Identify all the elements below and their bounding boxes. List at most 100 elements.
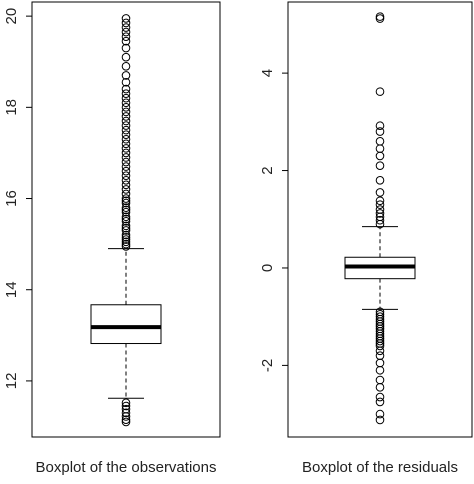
outlier (375, 144, 385, 153)
outlier (121, 134, 131, 144)
outlier (375, 346, 385, 356)
y-tick-label: 2 (259, 166, 276, 174)
outlier (375, 200, 385, 209)
outlier (375, 196, 385, 206)
outlier (121, 52, 131, 62)
outlier (121, 121, 131, 130)
outlier (121, 207, 131, 217)
outlier (121, 180, 131, 190)
outlier (121, 89, 131, 98)
outlier (121, 107, 131, 117)
outlier (121, 232, 131, 242)
outlier (121, 139, 131, 149)
outlier (121, 401, 131, 411)
outlier (375, 87, 385, 96)
outlier (121, 103, 131, 112)
outlier (121, 27, 131, 37)
outlier (121, 148, 131, 158)
x-axis-label: Boxplot of the residuals (302, 459, 458, 476)
outlier (375, 121, 385, 131)
outlier (121, 157, 131, 167)
outlier (121, 408, 131, 418)
outlier (121, 71, 131, 80)
outlier (121, 130, 131, 139)
outlier (121, 61, 131, 71)
y-tick-label: 20 (3, 8, 20, 25)
outlier (121, 18, 131, 28)
outlier (121, 214, 131, 224)
outlier (375, 12, 385, 21)
outlier (121, 417, 131, 427)
outlier (375, 383, 385, 392)
outlier (121, 77, 131, 87)
outlier (121, 36, 131, 46)
outlier (121, 14, 131, 23)
outlier (121, 166, 131, 176)
outlier (121, 196, 131, 206)
outlier (121, 162, 131, 171)
outlier (121, 116, 131, 126)
outlier (375, 188, 385, 197)
outlier (121, 235, 131, 244)
outlier (375, 151, 385, 161)
outlier (121, 153, 131, 162)
outlier (375, 336, 385, 346)
y-tick-label: 16 (3, 190, 20, 207)
box (90, 304, 162, 345)
outlier (375, 175, 385, 185)
outlier (121, 198, 131, 208)
outlier (375, 341, 385, 351)
outlier (375, 137, 385, 146)
outlier (121, 23, 131, 32)
outlier (121, 93, 131, 103)
outlier (375, 209, 385, 218)
outlier (121, 217, 131, 226)
outlier (121, 212, 131, 222)
y-tick-label: -2 (259, 359, 276, 372)
outlier (121, 242, 131, 251)
x-axis-label: Boxplot of the observations (36, 459, 217, 476)
outlier (375, 205, 385, 214)
outlier (121, 32, 131, 41)
outlier (121, 404, 131, 414)
outlier (121, 221, 131, 231)
outlier (375, 161, 385, 170)
outlier (121, 237, 131, 247)
outlier (375, 358, 385, 368)
outlier (121, 175, 131, 185)
outlier (375, 375, 385, 385)
outlier (375, 351, 385, 360)
outlier (375, 415, 385, 425)
y-tick-label: 12 (3, 373, 20, 390)
outlier (375, 409, 385, 419)
outlier (121, 194, 131, 203)
outlier (121, 203, 131, 212)
plot-frame (31, 1, 221, 438)
outlier (121, 239, 131, 249)
outlier (375, 392, 385, 402)
outlier (121, 125, 131, 135)
outlier (121, 112, 131, 121)
y-tick-label: 14 (3, 281, 20, 298)
y-tick-label: 4 (259, 69, 276, 77)
outlier (121, 398, 131, 408)
outlier (121, 144, 131, 153)
outlier (375, 397, 385, 407)
outlier (375, 127, 385, 136)
outlier (121, 415, 131, 424)
y-tick-label: 0 (259, 264, 276, 272)
outlier (121, 230, 131, 240)
y-tick-label: 18 (3, 99, 20, 116)
outlier (375, 215, 385, 225)
outlier (121, 189, 131, 199)
outlier (121, 185, 131, 194)
outlier (121, 171, 131, 181)
outlier (121, 205, 131, 215)
plot-frame (287, 1, 473, 438)
outlier (121, 84, 131, 94)
outlier (121, 98, 131, 108)
outlier (375, 14, 385, 23)
outlier (121, 43, 131, 53)
outlier (121, 226, 131, 235)
